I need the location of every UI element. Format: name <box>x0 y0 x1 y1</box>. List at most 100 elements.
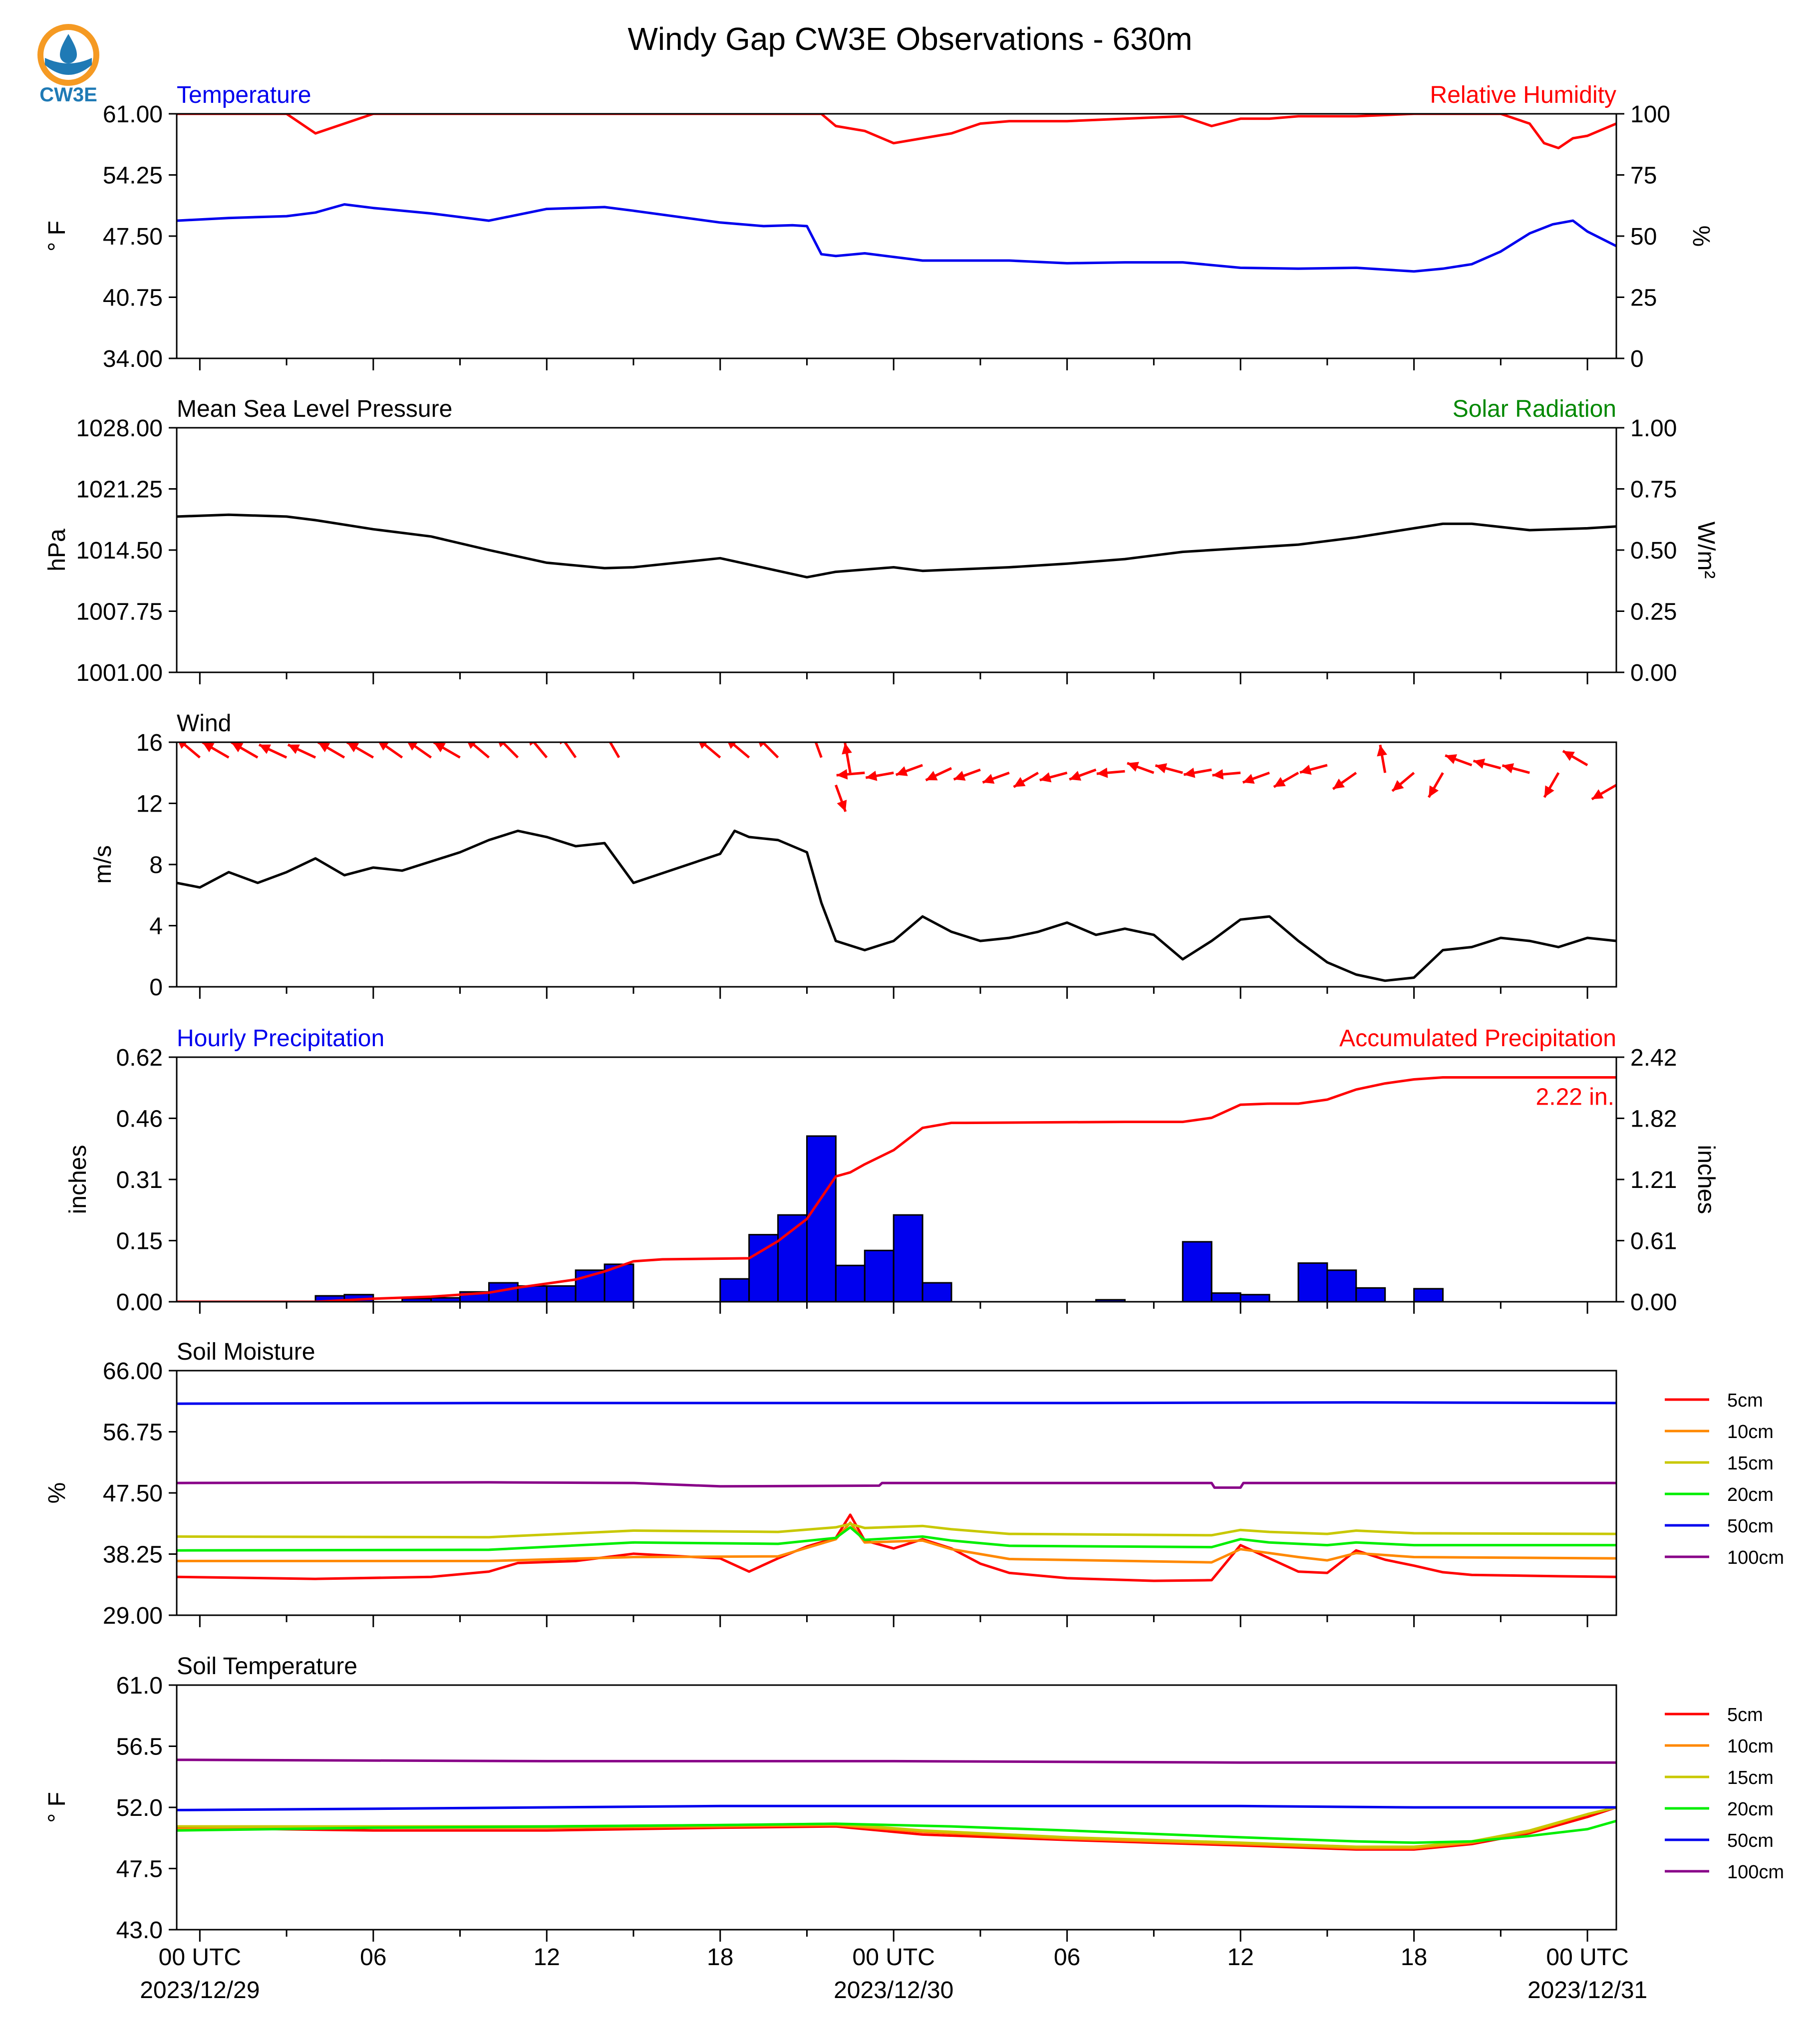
panel-soil_temperature: Soil Temperature 61.0 56.5 52.0 47.5 43.0 ° F 5… <box>44 1653 1784 1944</box>
legend-label: 20cm <box>1727 1484 1774 1505</box>
panel-title-right: Solar Radiation <box>1453 396 1616 422</box>
wind-arrow-head <box>1013 777 1026 787</box>
wind-arrow <box>982 771 1010 784</box>
series-line-100cm <box>177 1758 1616 1764</box>
series-line-20cm <box>177 1526 1616 1552</box>
y-tick-label-right: 0.61 <box>1630 1228 1677 1255</box>
panels: Temperature Relative Humidity61.0054.2547… <box>44 82 1784 2004</box>
precip-bar <box>1355 1287 1386 1302</box>
y-axis-label-left: m/s <box>90 845 116 883</box>
y-tick-label-left: 0.62 <box>116 1045 163 1071</box>
precip-bar <box>748 1234 779 1302</box>
wind-arrow-head <box>896 766 908 776</box>
wind-arrow-head <box>1562 751 1575 761</box>
y-tick-label-right: 1.82 <box>1630 1106 1677 1133</box>
y-tick-label-left: 0.46 <box>116 1106 163 1133</box>
wind-arrow <box>202 742 230 759</box>
wind-arrow-head <box>1591 789 1604 800</box>
wind-arrow-head <box>202 742 215 753</box>
wind-arrow <box>865 771 894 781</box>
wind-arrow <box>1069 768 1097 781</box>
y-tick-label-right: 75 <box>1630 163 1657 189</box>
precip-bar <box>835 1264 866 1302</box>
precip-bar <box>806 1135 837 1302</box>
y-axis-label-left: ° F <box>44 221 70 252</box>
series-line-accumulated-precipitation <box>177 1076 1616 1302</box>
wind-arrow <box>925 767 952 782</box>
y-tick-label-left: 54.25 <box>103 163 163 189</box>
precip-bar <box>893 1214 923 1302</box>
precip-bar <box>1211 1292 1241 1302</box>
y-tick-label-left: 29.00 <box>103 1603 163 1629</box>
wind-arrow <box>178 742 201 759</box>
wind-arrow-head <box>347 742 359 753</box>
y-tick-label-left: 0.15 <box>116 1228 163 1255</box>
y-tick-label-left: 8 <box>149 852 163 878</box>
wind-arrow-head <box>1429 785 1439 798</box>
series-line-15cm <box>177 1522 1616 1539</box>
legend-label: 10cm <box>1727 1422 1774 1443</box>
series-line-relative-humidity <box>177 114 1616 150</box>
wind-arrow-head <box>259 744 271 754</box>
y-tick-label-left: 1021.25 <box>76 477 163 503</box>
y-tick-label-left: 66.00 <box>103 1358 163 1385</box>
wind-arrow-head <box>1377 745 1387 757</box>
legend-label: 50cm <box>1727 1830 1774 1851</box>
wind-arrow <box>1473 758 1502 770</box>
y-tick-label-right: 0 <box>1630 346 1644 372</box>
wind-arrow <box>605 742 620 758</box>
y-tick-label-left: 56.5 <box>116 1734 163 1760</box>
legend-label: 15cm <box>1727 1453 1774 1474</box>
wind-arrow <box>895 764 923 776</box>
y-axis-label-left: ° F <box>44 1792 70 1823</box>
series-line-10cm <box>177 1806 1616 1850</box>
wind-arrow-head <box>288 744 300 754</box>
cw3e-logo-mark: CW3E <box>37 24 99 106</box>
logo-text: CW3E <box>39 84 97 104</box>
panel-title-left: Soil Moisture <box>177 1339 315 1365</box>
wind-arrow <box>317 742 345 759</box>
panel-frame <box>176 1684 1617 1931</box>
time-label: 06 <box>360 1944 386 1971</box>
y-tick-label-right: 25 <box>1630 285 1657 311</box>
panel-precipitation: Hourly Precipitation Accumulated Precipit… <box>65 1025 1719 1316</box>
y-tick-label-left: 0.31 <box>116 1167 163 1193</box>
wind-arrow-head <box>1242 774 1255 784</box>
legend-label: 5cm <box>1727 1705 1763 1726</box>
y-axis-label-left: % <box>44 1482 70 1504</box>
y-tick-label-right: 0.75 <box>1630 477 1677 503</box>
wind-arrow <box>1039 771 1068 783</box>
panel-title-left: Hourly Precipitation <box>177 1025 384 1052</box>
wind-arrow <box>1543 772 1560 798</box>
wind-arrow-head <box>1544 785 1554 798</box>
wind-arrow <box>814 742 823 758</box>
wind-arrow-shaft <box>608 742 620 758</box>
wind-arrow-shaft <box>469 742 490 759</box>
wind-arrow-head <box>1096 767 1108 778</box>
precip-bar <box>1297 1262 1328 1302</box>
y-tick-label-left: 47.50 <box>103 224 163 250</box>
wind-arrow-head <box>605 742 607 743</box>
wind-arrow-shaft <box>532 742 548 759</box>
wind-arrow-shaft <box>761 742 779 759</box>
precip-bar <box>546 1285 577 1302</box>
panel-soil_moisture: Soil Moisture 66.00 56.75 47.50 38.25 29.00% 5… <box>44 1339 1784 1629</box>
y-axis-label-right: % <box>1688 226 1714 247</box>
wind-arrow-head <box>727 742 737 749</box>
wind-arrow <box>1502 763 1530 774</box>
wind-arrow <box>467 742 490 759</box>
y-tick-label-left: 47.5 <box>116 1856 163 1883</box>
y-tick-label-left: 40.75 <box>103 285 163 311</box>
wind-arrow <box>1013 772 1039 788</box>
wind-arrow-head <box>836 769 848 780</box>
precip-bar <box>1182 1241 1213 1302</box>
wind-arrow-shaft <box>729 742 750 759</box>
wind-arrow-head <box>178 742 187 749</box>
panel-temperature: Temperature Relative Humidity 61.00 54.25 47… <box>44 82 1714 372</box>
wind-arrow <box>1377 744 1387 773</box>
figure-title: Windy Gap CW3E Observations - 630m <box>627 21 1192 57</box>
wind-arrow <box>698 742 721 759</box>
panel-title-left: Temperature <box>177 82 311 108</box>
panel-title-left: Soil Temperature <box>177 1653 357 1680</box>
wind-arrow <box>1299 764 1328 775</box>
